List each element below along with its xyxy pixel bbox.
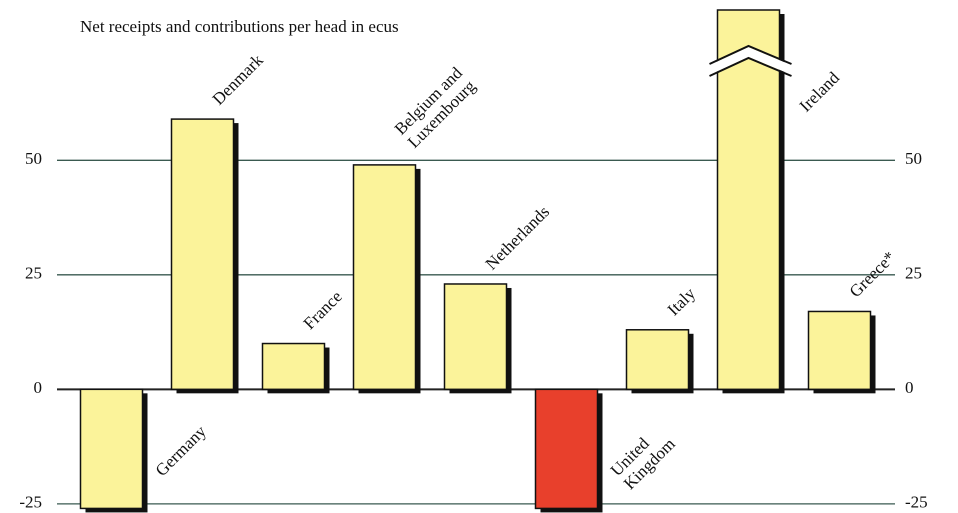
bar — [170, 118, 235, 391]
category-label: France — [300, 287, 346, 333]
bar — [534, 388, 599, 510]
y-tick-label: 25 — [25, 264, 42, 283]
axis-break — [707, 47, 794, 75]
axis-break-edge — [709, 44, 792, 77]
category-label: Italy — [664, 284, 700, 320]
y-tick-label-right: -25 — [905, 493, 928, 512]
y-tick-label-right: 0 — [905, 378, 914, 397]
bar — [443, 283, 508, 391]
bar — [716, 9, 781, 391]
bar — [261, 342, 326, 391]
y-tick-label: -25 — [19, 493, 42, 512]
bar — [807, 310, 872, 391]
y-tick-label-right: 25 — [905, 264, 922, 283]
category-label: Ireland — [796, 68, 844, 116]
category-label: Denmark — [209, 50, 268, 109]
category-label: Belgium andLuxembourg — [391, 63, 480, 152]
y-tick-label: 0 — [34, 378, 43, 397]
bar — [79, 388, 144, 510]
bar — [625, 329, 690, 391]
bar — [352, 164, 417, 391]
chart-title: Net receipts and contributions per head … — [80, 17, 399, 36]
y-tick-label-right: 50 — [905, 149, 922, 168]
category-label: UnitedKingdom — [607, 421, 679, 493]
y-tick-label: 50 — [25, 149, 42, 168]
category-label: Netherlands — [482, 202, 554, 274]
category-label: Germany — [152, 421, 211, 480]
